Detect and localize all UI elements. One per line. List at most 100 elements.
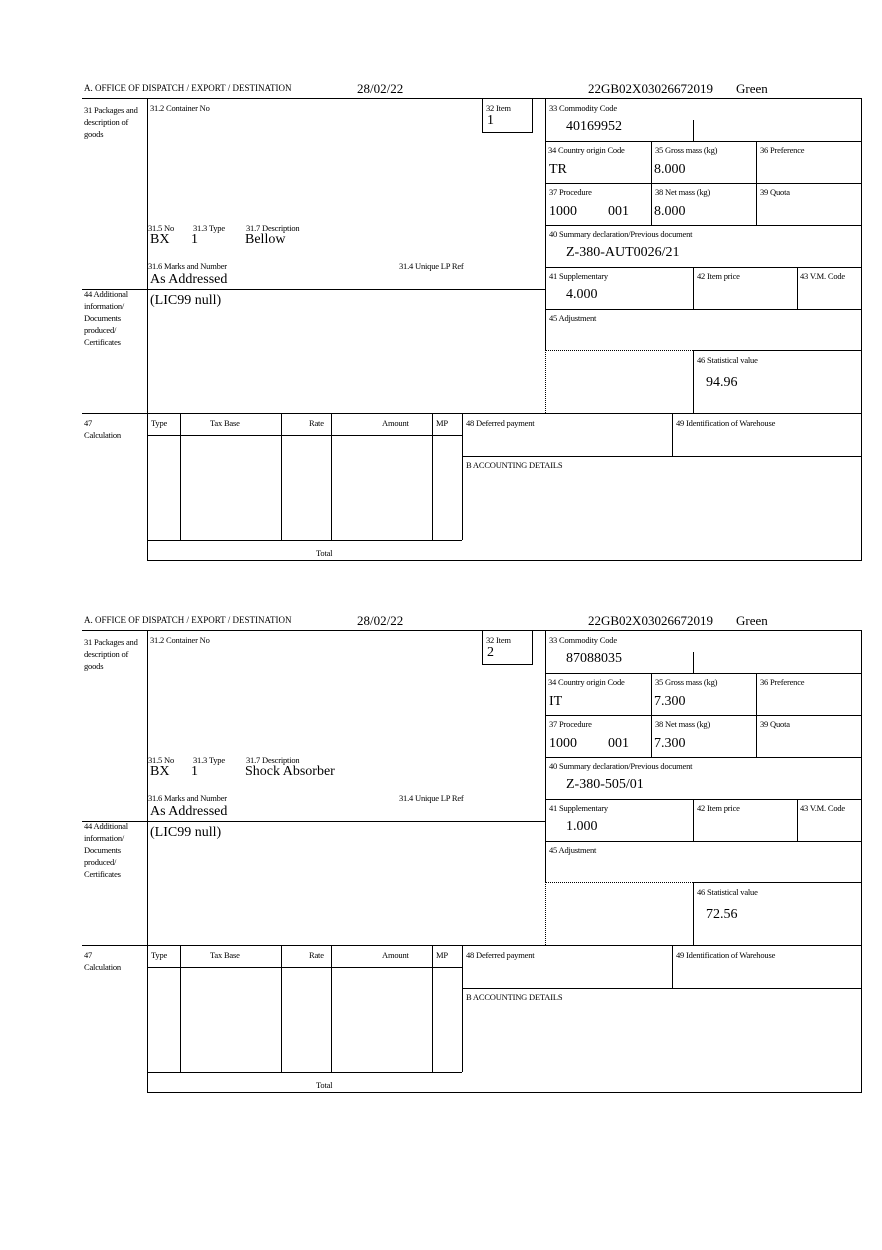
divider (432, 413, 433, 540)
divider (82, 289, 545, 290)
procedure-value: 1000 (549, 204, 577, 219)
statistical-value-label: 46 Statistical value (697, 887, 758, 897)
commodity-code-label: 33 Commodity Code (549, 635, 617, 645)
divider (281, 413, 282, 540)
procedure-code-value: 001 (608, 204, 629, 219)
col-amount-header: Amount (382, 418, 409, 428)
divider (147, 1072, 462, 1073)
declaration-date: 28/02/22 (357, 81, 404, 96)
marks-value: As Addressed (150, 804, 228, 819)
divider (545, 350, 693, 351)
divider (545, 183, 862, 184)
col-mp-header: MP (436, 950, 448, 960)
no-value: BX (150, 764, 170, 779)
divider (532, 630, 533, 664)
warehouse-label: 49 Identification of Warehouse (676, 950, 776, 960)
item-value: 2 (487, 645, 494, 660)
divider (147, 1092, 862, 1093)
office-label: A. OFFICE OF DISPATCH / EXPORT / DESTINA… (84, 615, 292, 625)
divider (545, 841, 862, 842)
divider (756, 141, 757, 225)
declaration-reference: 22GB02X03026672019 (588, 613, 713, 628)
calculation-number-label: 47 (84, 418, 93, 428)
unique-lp-ref-label: 31.4 Unique LP Ref (399, 261, 464, 271)
description-value: Shock Absorber (245, 764, 335, 779)
divider (756, 673, 757, 757)
col-mp-header: MP (436, 418, 448, 428)
total-label: Total (316, 548, 333, 558)
divider (693, 267, 694, 309)
adjustment-label: 45 Adjustment (549, 313, 597, 323)
divider (180, 413, 181, 540)
divider (462, 456, 862, 457)
divider (693, 120, 694, 141)
divider (147, 560, 862, 561)
divider (545, 225, 862, 226)
preference-label: 36 Preference (760, 145, 805, 155)
item-price-label: 42 Item price (697, 803, 740, 813)
description-value: Bellow (245, 232, 286, 247)
adjustment-label: 45 Adjustment (549, 845, 597, 855)
net-mass-value: 7.300 (654, 736, 686, 751)
divider (693, 652, 694, 673)
divider (861, 630, 862, 1093)
divider (693, 882, 862, 883)
divider (545, 673, 862, 674)
divider (532, 98, 533, 132)
packages-label: 31 Packages and description of goods (84, 637, 138, 671)
divider (147, 98, 148, 561)
divider (482, 664, 533, 665)
preference-label: 36 Preference (760, 677, 805, 687)
supplementary-label: 41 Supplementary (549, 803, 608, 813)
calculation-number-label: 47 (84, 950, 93, 960)
net-mass-label: 38 Net mass (kg) (655, 187, 711, 197)
divider (82, 945, 862, 946)
col-rate-header: Rate (309, 950, 324, 960)
col-amount-header: Amount (382, 950, 409, 960)
divider (672, 413, 673, 456)
commodity-code-value: 40169952 (566, 119, 622, 134)
item-label: 32 Item (486, 103, 511, 113)
type-value: 1 (191, 764, 198, 779)
col-type-header: Type (151, 950, 168, 960)
divider (482, 630, 483, 664)
quota-label: 39 Quota (760, 719, 790, 729)
summary-declaration-value: Z-380-AUT0026/21 (566, 245, 680, 260)
deferred-payment-label: 48 Deferred payment (466, 950, 535, 960)
col-type-header: Type (151, 418, 168, 428)
divider (482, 98, 483, 132)
divider (651, 673, 652, 757)
divider (545, 630, 546, 882)
unique-lp-ref-label: 31.4 Unique LP Ref (399, 793, 464, 803)
gross-mass-value: 7.300 (654, 694, 686, 709)
country-origin-label: 34 Country origin Code (548, 677, 625, 687)
net-mass-value: 8.000 (654, 204, 686, 219)
description-label: 31.7 Description (246, 755, 300, 765)
divider (331, 413, 332, 540)
col-tax-base-header: Tax Base (210, 950, 240, 960)
country-origin-label: 34 Country origin Code (548, 145, 625, 155)
divider (545, 350, 546, 413)
col-rate-header: Rate (309, 418, 324, 428)
procedure-label: 37 Procedure (549, 719, 592, 729)
packages-label: 31 Packages and description of goods (84, 105, 138, 139)
marks-label: 31.6 Marks and Number (148, 793, 227, 803)
divider (482, 132, 533, 133)
divider (545, 715, 862, 716)
divider (82, 821, 545, 822)
quota-label: 39 Quota (760, 187, 790, 197)
container-no-label: 31.2 Container No (150, 103, 210, 113)
vm-code-label: 43 V.M. Code (800, 271, 845, 281)
item-value: 1 (487, 113, 494, 128)
divider (147, 967, 462, 968)
supplementary-value: 1.000 (566, 819, 598, 834)
statistical-value-label: 46 Statistical value (697, 355, 758, 365)
divider (693, 799, 694, 841)
divider (331, 945, 332, 1072)
divider (651, 141, 652, 225)
type-value: 1 (191, 232, 198, 247)
divider (180, 945, 181, 1072)
route-status: Green (736, 613, 768, 628)
divider (545, 267, 862, 268)
divider (797, 267, 798, 309)
